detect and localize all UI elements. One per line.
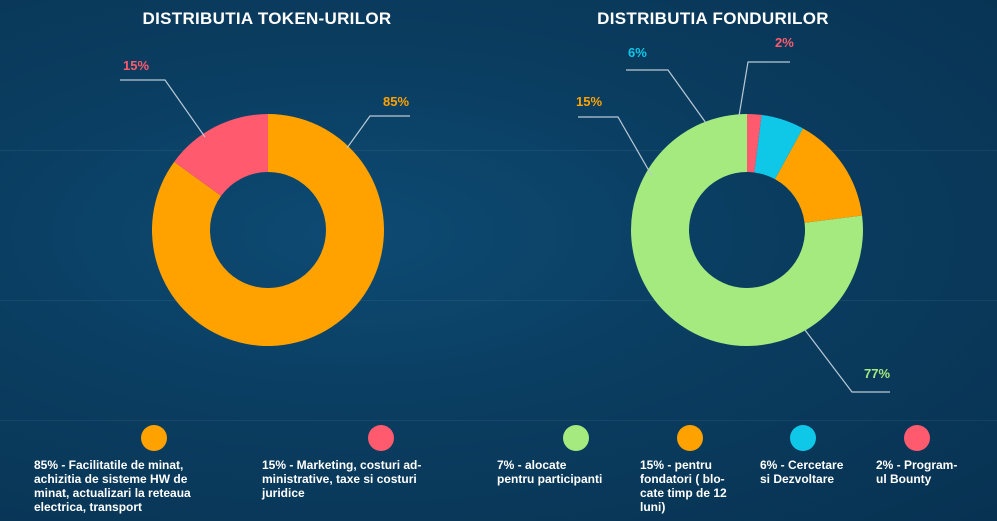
chart-title-funds: DISTRIBUTIA FONDURILOR [597,9,829,28]
donut-funds-leader-0 [804,329,890,393]
legend-text-funds-bounty: 2% - Program- ul Bounty [876,458,958,486]
donut-funds-label-2: 6% [628,45,647,60]
legend-dot-funds-research [790,425,816,451]
legend-dot-funds-founders [677,425,703,451]
legend-text-tokens-facilities: 85% - Facilitatile de minat, achizitia d… [34,458,191,514]
donut-funds-slice-1 [774,128,863,223]
legend-dot-tokens-facilities [141,425,167,451]
legend-dot-funds-bounty [904,425,930,451]
donut-tokens-leader-0 [346,115,410,149]
legend-text-funds-participants: 7% - alocate pentru participanti [497,458,603,486]
donut-funds-slice-3 [747,114,762,173]
legend-text-funds-research: 6% - Cercetare si Dezvoltare [760,458,844,486]
legend-text-tokens-marketing: 15% - Marketing, costuri ad- ministrativ… [262,458,422,500]
donut-funds-slice-2 [754,114,803,180]
donut-funds-slice-0 [631,114,863,347]
legend-dot-tokens-marketing [368,425,394,451]
donut-funds-label-1: 15% [576,94,602,109]
donut-funds-leader-1 [578,116,653,177]
legend-text-funds-founders: 15% - pentru fondatori ( blo- cate timp … [640,458,727,514]
donut-funds-label-0: 77% [864,366,890,381]
donut-funds-label-3: 2% [775,35,794,50]
donut-tokens-slice-0 [152,114,384,346]
donut-funds-leader-3 [738,61,790,117]
donut-tokens-label-1: 15% [123,58,149,73]
donut-tokens-slice-1 [174,114,268,196]
donut-funds-leader-2 [626,69,707,124]
chart-title-tokens: DISTRIBUTIA TOKEN-URILOR [142,9,392,28]
donut-tokens-leader-1 [120,79,206,138]
legend-dot-funds-participants [563,425,589,451]
donut-tokens-label-0: 85% [383,94,409,109]
